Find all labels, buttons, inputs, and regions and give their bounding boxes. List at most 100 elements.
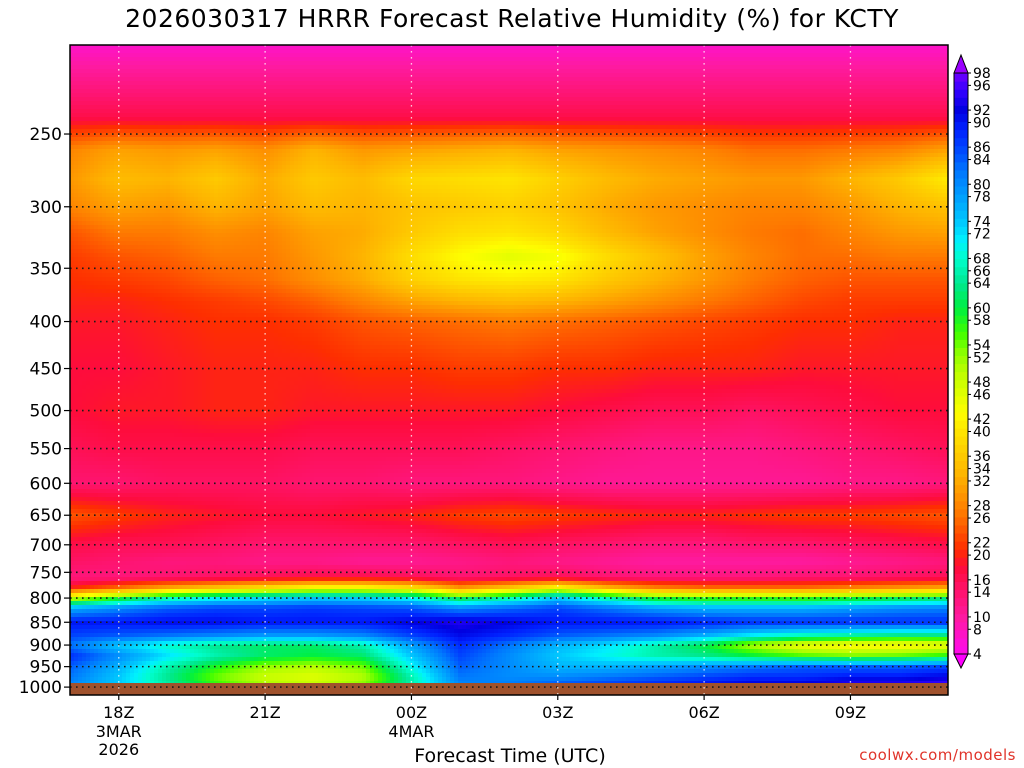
rh-cell xyxy=(258,61,263,66)
rh-cell xyxy=(418,69,423,74)
rh-cell xyxy=(226,101,231,106)
rh-cell xyxy=(810,113,815,118)
rh-cell xyxy=(646,69,651,74)
rh-cell xyxy=(726,105,731,110)
rh-cell xyxy=(426,113,431,118)
rh-cell xyxy=(730,77,735,82)
rh-cell xyxy=(782,101,787,106)
rh-cell xyxy=(622,81,627,86)
rh-cell xyxy=(530,65,535,70)
rh-cell xyxy=(822,61,827,66)
rh-cell xyxy=(678,89,683,94)
rh-cell xyxy=(598,81,603,86)
rh-cell xyxy=(382,77,387,82)
rh-cell xyxy=(598,53,603,58)
rh-cell xyxy=(282,121,287,126)
rh-cell xyxy=(494,125,499,130)
rh-cell xyxy=(194,65,199,70)
rh-cell xyxy=(786,121,791,126)
rh-cell xyxy=(814,53,819,58)
rh-cell xyxy=(694,101,699,106)
rh-cell xyxy=(246,57,251,62)
rh-cell xyxy=(882,129,887,134)
rh-cell xyxy=(410,89,415,94)
rh-cell xyxy=(878,53,883,58)
rh-cell xyxy=(874,61,879,66)
rh-cell xyxy=(582,89,587,94)
rh-cell xyxy=(662,117,667,122)
rh-cell xyxy=(842,125,847,130)
rh-cell xyxy=(114,125,119,130)
rh-cell xyxy=(374,101,379,106)
rh-cell xyxy=(810,53,815,58)
rh-cell xyxy=(582,113,587,118)
rh-cell xyxy=(842,109,847,114)
rh-cell xyxy=(410,65,415,70)
rh-cell xyxy=(758,61,763,66)
rh-cell xyxy=(770,65,775,70)
rh-cell xyxy=(398,125,403,130)
rh-cell xyxy=(470,81,475,86)
rh-cell xyxy=(98,69,103,74)
rh-cell xyxy=(418,109,423,114)
rh-cell xyxy=(586,81,591,86)
rh-cell xyxy=(326,125,331,130)
rh-cell xyxy=(934,69,939,74)
rh-cell xyxy=(86,125,91,130)
rh-cell xyxy=(674,97,679,102)
rh-cell xyxy=(194,85,199,90)
rh-cell xyxy=(330,81,335,86)
rh-cell xyxy=(798,97,803,102)
rh-cell xyxy=(482,97,487,102)
rh-cell xyxy=(98,109,103,114)
rh-cell xyxy=(146,125,151,130)
rh-cell xyxy=(390,77,395,82)
rh-cell xyxy=(434,121,439,126)
rh-cell xyxy=(106,85,111,90)
rh-cell xyxy=(430,57,435,62)
rh-cell xyxy=(742,53,747,58)
rh-cell xyxy=(422,81,427,86)
rh-cell xyxy=(426,97,431,102)
rh-cell xyxy=(926,125,931,130)
rh-cell xyxy=(122,109,127,114)
rh-cell xyxy=(634,77,639,82)
rh-cell xyxy=(686,69,691,74)
rh-cell xyxy=(330,65,335,70)
rh-cell xyxy=(398,81,403,86)
rh-cell xyxy=(798,105,803,110)
rh-cell xyxy=(514,109,519,114)
rh-cell xyxy=(806,105,811,110)
rh-cell xyxy=(182,53,187,58)
rh-cell xyxy=(754,125,759,130)
rh-cell xyxy=(698,53,703,58)
rh-cell xyxy=(478,61,483,66)
rh-cell xyxy=(702,53,707,58)
rh-cell xyxy=(546,109,551,114)
rh-cell xyxy=(130,105,135,110)
rh-cell xyxy=(290,69,295,74)
rh-cell xyxy=(398,73,403,78)
rh-cell xyxy=(222,125,227,130)
rh-cell xyxy=(98,73,103,78)
rh-cell xyxy=(658,61,663,66)
rh-cell xyxy=(474,93,479,98)
rh-cell xyxy=(602,57,607,62)
rh-cell xyxy=(486,113,491,118)
rh-cell xyxy=(426,73,431,78)
rh-cell xyxy=(462,117,467,122)
rh-cell xyxy=(934,65,939,70)
rh-cell xyxy=(530,101,535,106)
rh-cell xyxy=(570,65,575,70)
rh-cell xyxy=(134,89,139,94)
rh-cell xyxy=(834,69,839,74)
rh-cell xyxy=(794,105,799,110)
rh-cell xyxy=(510,61,515,66)
rh-cell xyxy=(794,129,799,134)
rh-cell xyxy=(174,57,179,62)
rh-cell xyxy=(546,101,551,106)
rh-cell xyxy=(682,125,687,130)
rh-cell xyxy=(318,109,323,114)
rh-cell xyxy=(886,129,891,134)
rh-cell xyxy=(538,85,543,90)
